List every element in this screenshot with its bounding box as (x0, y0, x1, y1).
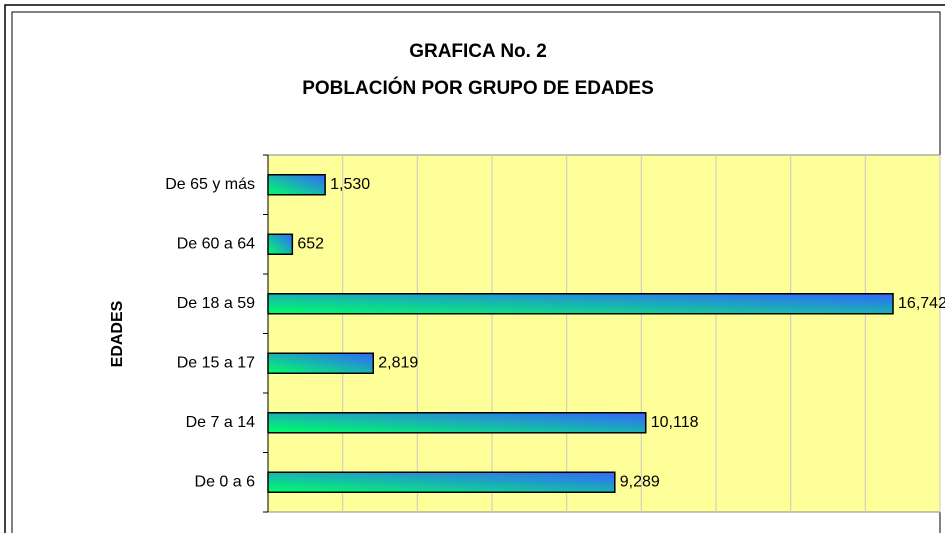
data-label: 10,118 (651, 414, 699, 431)
bar (267, 174, 326, 196)
y-tick-label: De 0 a 6 (195, 473, 256, 490)
data-label: 9,289 (620, 473, 660, 490)
data-label: 16,742 (898, 295, 945, 312)
data-label: 652 (297, 235, 324, 252)
bar (267, 352, 374, 374)
y-axis-label: EDADES (109, 300, 126, 367)
y-tick-label: De 7 a 14 (186, 414, 255, 431)
plot-area (267, 154, 941, 513)
data-label: 2,819 (378, 354, 418, 371)
data-label: 1,530 (330, 176, 370, 193)
y-tick-label: De 60 a 64 (177, 235, 255, 252)
bar (267, 412, 647, 434)
y-tick-label: De 65 y más (165, 176, 255, 193)
y-tick-label: De 18 a 59 (177, 295, 255, 312)
bar (267, 293, 894, 315)
bar (267, 471, 616, 493)
outer-frame (4, 4, 945, 533)
y-tick-label: De 15 a 17 (177, 354, 255, 371)
chart-title: POBLACIÓN POR GRUPO DE EDADES (302, 77, 654, 99)
chart-title: GRAFICA No. 2 (409, 41, 547, 62)
bar (267, 233, 294, 255)
